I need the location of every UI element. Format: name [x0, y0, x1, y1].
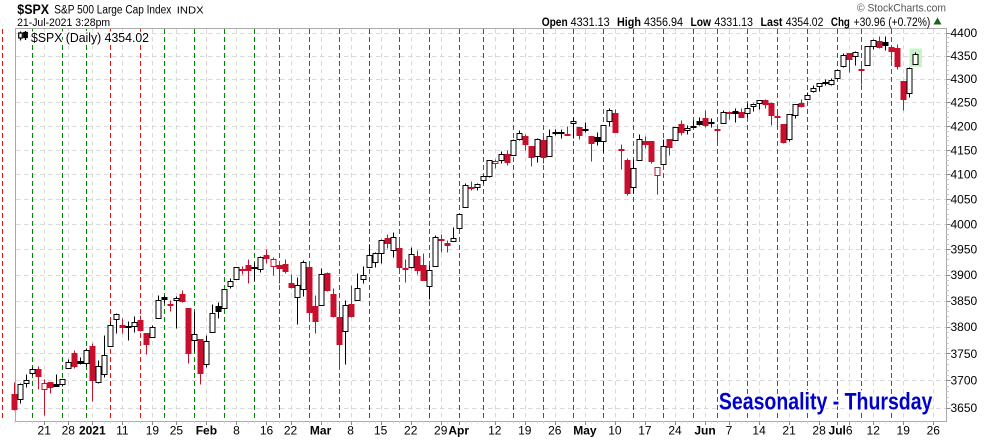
svg-text:4331.13: 4331.13 — [571, 15, 610, 29]
svg-text:11: 11 — [116, 424, 129, 438]
svg-text:Apr: Apr — [448, 424, 469, 438]
svg-text:29: 29 — [434, 424, 448, 438]
svg-text:4356.94: 4356.94 — [644, 15, 683, 29]
svg-text:21: 21 — [782, 424, 796, 438]
svg-text:4350: 4350 — [951, 49, 978, 63]
svg-text:8: 8 — [233, 424, 240, 438]
svg-text:$SPX: $SPX — [17, 2, 49, 17]
svg-text:3850: 3850 — [951, 294, 978, 308]
svg-text:19: 19 — [518, 424, 532, 438]
svg-text:7: 7 — [726, 424, 733, 438]
svg-text:15: 15 — [374, 424, 388, 438]
svg-text:26: 26 — [548, 424, 562, 438]
svg-text:3650: 3650 — [951, 401, 978, 415]
svg-text:Open: Open — [542, 15, 568, 29]
svg-text:May: May — [573, 424, 597, 438]
svg-text:6: 6 — [846, 424, 853, 438]
svg-text:Jun: Jun — [694, 424, 715, 438]
svg-text:3750: 3750 — [951, 347, 978, 361]
svg-text:S&P 500 Large Cap Index: S&P 500 Large Cap Index — [54, 5, 171, 17]
svg-text:12: 12 — [488, 424, 502, 438]
svg-text:25: 25 — [170, 424, 184, 438]
svg-text:28: 28 — [62, 424, 76, 438]
svg-text:© StockCharts.com: © StockCharts.com — [857, 3, 946, 15]
svg-text:22: 22 — [404, 424, 418, 438]
svg-text:19: 19 — [897, 424, 911, 438]
svg-text:21: 21 — [38, 424, 52, 438]
svg-text:4150: 4150 — [951, 143, 978, 157]
svg-text:12: 12 — [867, 424, 881, 438]
svg-text:4300: 4300 — [951, 72, 978, 86]
svg-text:17: 17 — [638, 424, 652, 438]
svg-text:3950: 3950 — [951, 243, 978, 257]
svg-text:2021: 2021 — [79, 424, 106, 438]
svg-text:10: 10 — [608, 424, 622, 438]
svg-text:16: 16 — [260, 424, 274, 438]
svg-text:+30.96 (+0.72%): +30.96 (+0.72%) — [854, 15, 931, 29]
svg-text:3700: 3700 — [951, 374, 978, 388]
svg-text:4331.13: 4331.13 — [714, 15, 753, 29]
svg-text:Seasonality - Thursday: Seasonality - Thursday — [719, 388, 933, 415]
svg-text:21-Jul-2021 3:28pm: 21-Jul-2021 3:28pm — [17, 17, 110, 29]
svg-text:4000: 4000 — [951, 217, 978, 231]
svg-text:Feb: Feb — [196, 424, 217, 438]
svg-text:24: 24 — [668, 424, 682, 438]
svg-text:4354.02: 4354.02 — [786, 15, 824, 29]
svg-text:19: 19 — [146, 424, 160, 438]
svg-text:$SPX (Daily) 4354.02: $SPX (Daily) 4354.02 — [31, 31, 149, 45]
svg-text:Chg: Chg — [831, 15, 850, 29]
svg-text:14: 14 — [752, 424, 766, 438]
svg-text:8: 8 — [347, 424, 354, 438]
svg-text:3900: 3900 — [951, 268, 978, 282]
svg-text:4050: 4050 — [951, 192, 978, 206]
svg-text:28: 28 — [812, 424, 826, 438]
svg-text:Jul: Jul — [829, 424, 846, 438]
svg-text:4200: 4200 — [951, 119, 978, 133]
svg-text:26: 26 — [927, 424, 941, 438]
svg-text:Last: Last — [761, 15, 783, 29]
svg-text:4400: 4400 — [951, 26, 978, 40]
svg-text:3800: 3800 — [951, 320, 978, 334]
svg-text:INDX: INDX — [177, 4, 204, 16]
svg-text:4250: 4250 — [951, 96, 978, 110]
svg-text:22: 22 — [284, 424, 298, 438]
svg-text:Low: Low — [691, 15, 712, 29]
svg-text:High: High — [617, 15, 641, 29]
svg-text:4100: 4100 — [951, 168, 978, 182]
svg-text:Mar: Mar — [310, 424, 332, 438]
